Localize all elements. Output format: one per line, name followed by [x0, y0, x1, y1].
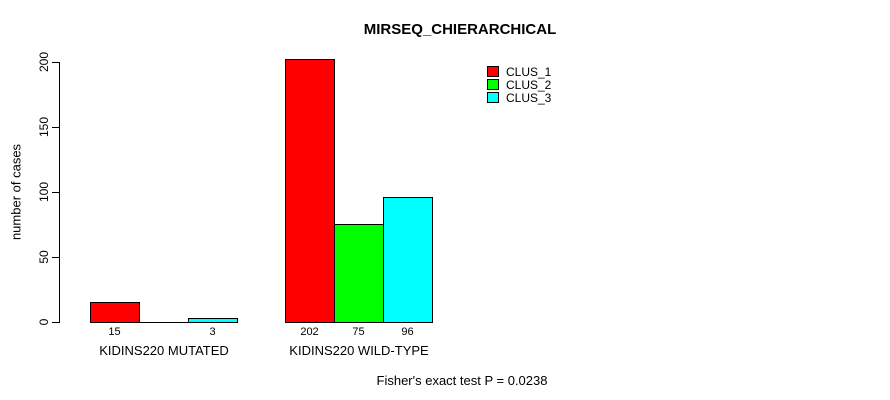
- y-tick-label: 50: [37, 250, 51, 264]
- group-baseline: [90, 322, 238, 323]
- bar-value-label: 202: [300, 326, 319, 338]
- legend-swatch-clus_2: [487, 79, 499, 90]
- legend-entry-clus_2: CLUS_2: [487, 77, 552, 92]
- y-tick-label: 150: [37, 116, 51, 138]
- y-axis-label: number of cases: [8, 143, 24, 241]
- y-tick: [52, 192, 59, 193]
- bar-clus_3-group2: [383, 197, 433, 322]
- y-tick: [52, 322, 59, 323]
- bar-value-label: 96: [401, 326, 414, 338]
- bar-clus_1-group1: [90, 302, 140, 322]
- bar-clus_2-group2: [334, 224, 384, 322]
- category-label: KIDINS220 MUTATED: [99, 343, 229, 358]
- y-axis-line: [59, 62, 60, 323]
- y-tick-label: 200: [37, 51, 51, 73]
- annotation-text: Fisher's exact test P = 0.0238: [376, 373, 548, 388]
- chart-title: MIRSEQ_CHIERARCHICAL: [363, 21, 557, 38]
- bar-value-label: 75: [352, 326, 365, 338]
- y-tick-label: 0: [37, 318, 51, 326]
- bar-value-label: 3: [209, 326, 216, 338]
- legend-label: CLUS_1: [506, 64, 552, 79]
- legend-swatch-clus_3: [487, 92, 499, 103]
- legend-label: CLUS_2: [506, 77, 552, 92]
- y-tick: [52, 257, 59, 258]
- y-tick-label: 100: [37, 181, 51, 203]
- bar-clus_3-group1: [188, 318, 238, 322]
- legend-entry-clus_3: CLUS_3: [487, 90, 552, 105]
- category-label: KIDINS220 WILD-TYPE: [289, 343, 429, 358]
- y-tick: [52, 62, 59, 63]
- legend-label: CLUS_3: [506, 90, 552, 105]
- legend: CLUS_1 CLUS_2 CLUS_3: [487, 64, 552, 105]
- y-tick: [52, 127, 59, 128]
- bar-value-label: 15: [108, 326, 121, 338]
- legend-entry-clus_1: CLUS_1: [487, 64, 552, 79]
- bar-clus_1-group2: [285, 59, 335, 322]
- group-baseline: [285, 322, 433, 323]
- legend-swatch-clus_1: [487, 66, 499, 77]
